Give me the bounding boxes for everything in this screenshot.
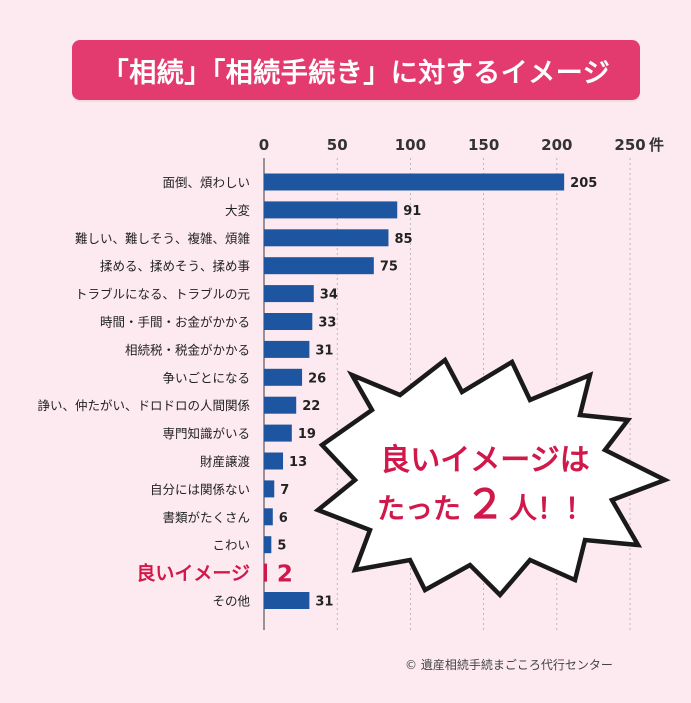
bar — [264, 592, 310, 609]
x-tick-label: 250 — [614, 136, 645, 154]
value-label: 19 — [298, 427, 316, 442]
category-label: 書類がたくさん — [162, 510, 250, 525]
title-banner: 「相続」「相続手続き」に対するイメージ — [72, 40, 640, 100]
copyright-text: © 遺産相続手続まごころ代行センター — [405, 658, 613, 672]
category-label: 専門知識がいる — [162, 426, 250, 441]
chart-title: 「相続」「相続手続き」に対するイメージ — [101, 57, 611, 89]
category-label: こわい — [212, 538, 250, 553]
category-label: 時間・手間・お金がかかる — [100, 315, 250, 330]
callout-line2-number: ２ — [465, 482, 505, 528]
value-label: 91 — [403, 204, 421, 219]
bar — [264, 536, 272, 554]
x-tick-label: 100 — [395, 136, 426, 154]
value-label: 7 — [280, 483, 289, 498]
category-label-highlight: 良いイメージ — [136, 562, 250, 585]
category-label: 相続税・税金がかかる — [125, 342, 250, 357]
category-label: 大変 — [225, 203, 250, 218]
value-label: 33 — [318, 316, 336, 331]
category-label: 面倒、煩わしい — [162, 175, 250, 190]
x-axis-unit: 件 — [649, 136, 664, 154]
category-label: 諍い、仲たがい、ドロドロの人間関係 — [37, 398, 250, 413]
value-label: 205 — [570, 176, 597, 191]
bar — [264, 173, 565, 191]
value-label-highlight: 2 — [277, 562, 293, 588]
value-label: 34 — [320, 288, 338, 303]
value-label: 75 — [380, 260, 398, 275]
callout-line1: 良いイメージは — [380, 443, 589, 478]
bar — [264, 201, 398, 219]
value-label: 26 — [308, 371, 326, 386]
value-label: 85 — [394, 232, 412, 247]
bar — [264, 396, 297, 414]
callout-line2: たった ２ 人！！ — [377, 482, 593, 528]
bar — [264, 452, 284, 470]
callout-line2-suffix: 人！！ — [509, 492, 593, 525]
x-tick-label: 200 — [541, 136, 572, 154]
value-label: 6 — [279, 511, 288, 526]
value-label: 5 — [277, 539, 286, 554]
bar — [264, 257, 374, 275]
bar — [264, 340, 310, 358]
category-label: 自分には関係ない — [150, 482, 250, 497]
category-labels: 面倒、煩わしい大変難しい、難しそう、複雑、煩雑揉める、揉めそう、揉め事トラブルに… — [37, 175, 250, 609]
bar — [264, 508, 273, 526]
category-label: 難しい、難しそう、複雑、煩雑 — [75, 231, 250, 246]
x-axis-ticks: 0 50 100 150 200 250 件 — [259, 136, 664, 154]
value-label: 22 — [302, 399, 320, 414]
bar — [264, 368, 303, 386]
category-label: 揉める、揉めそう、揉め事 — [100, 259, 250, 274]
bar — [264, 480, 275, 498]
category-label: 財産譲渡 — [200, 454, 251, 469]
bar-highlight — [264, 563, 267, 582]
callout-burst: 良いイメージは たった ２ 人！！ — [313, 356, 671, 599]
bars: 205 91 85 75 34 33 31 26 22 19 137 6 5 2 31 — [264, 173, 597, 610]
value-label: 31 — [315, 595, 333, 610]
bar — [264, 229, 389, 247]
x-tick-label: 0 — [259, 136, 269, 154]
x-tick-label: 50 — [327, 136, 348, 154]
burst-icon — [313, 356, 671, 599]
bar — [264, 313, 313, 330]
value-label: 31 — [315, 343, 333, 358]
bar — [264, 424, 292, 442]
bar — [264, 285, 314, 303]
value-label: 13 — [289, 455, 307, 470]
category-label: トラブルになる、トラブルの元 — [75, 287, 250, 302]
category-label: その他 — [212, 594, 250, 609]
callout-line2-prefix: たった — [377, 492, 461, 525]
x-tick-label: 150 — [468, 136, 499, 154]
category-label: 争いごとになる — [162, 370, 250, 385]
